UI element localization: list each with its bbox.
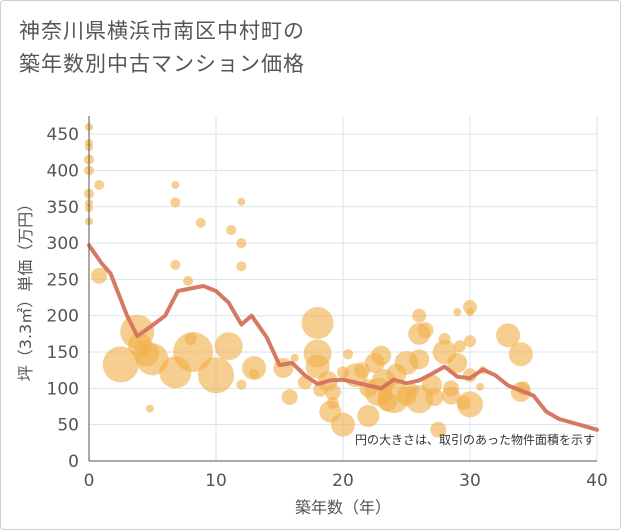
data-bubble	[508, 342, 533, 367]
y-tick-label: 150	[47, 343, 79, 363]
y-tick-label: 450	[47, 125, 79, 145]
y-tick-label: 300	[47, 234, 79, 254]
data-bubble	[324, 384, 341, 400]
data-bubble	[409, 349, 430, 370]
x-tick-label: 10	[205, 471, 227, 491]
data-bubble	[496, 323, 521, 348]
bubble-series	[84, 122, 533, 438]
y-tick-label: 400	[47, 161, 79, 181]
y-tick-label: 50	[57, 416, 79, 436]
data-bubble	[476, 382, 485, 391]
data-bubble	[171, 181, 180, 189]
data-bubble	[173, 332, 214, 373]
data-bubble	[91, 267, 108, 284]
data-bubble	[466, 308, 474, 317]
x-axis-label: 築年数（年）	[295, 498, 391, 517]
data-bubble	[453, 308, 462, 317]
data-bubble	[457, 391, 483, 418]
data-bubble	[453, 340, 466, 353]
size-annotation: 円の大きさは、取引のあった物件面積を示す	[355, 432, 595, 447]
data-bubble	[464, 335, 476, 348]
y-axis-label: 坪（3.3㎡）単価（万円）	[16, 196, 35, 381]
data-bubble	[425, 388, 444, 407]
data-bubble	[412, 308, 427, 323]
data-bubble	[430, 421, 447, 438]
y-tick-label: 200	[47, 307, 79, 327]
grid-lines	[88, 116, 598, 462]
y-tick-label: 100	[47, 379, 79, 399]
chart-title: 神奈川県横浜市南区中村町の 築年数別中古マンション価格	[19, 15, 305, 81]
data-bubble	[214, 332, 243, 361]
data-bubble	[281, 389, 298, 406]
y-tick-label: 350	[47, 198, 79, 218]
data-bubble	[357, 404, 380, 427]
chart-title-line1: 神奈川県横浜市南区中村町の	[19, 19, 305, 43]
average-line-series	[87, 243, 599, 432]
data-bubble	[331, 412, 355, 437]
data-bubble	[102, 346, 139, 383]
data-bubble	[237, 197, 246, 206]
data-bubble	[170, 197, 181, 208]
axes: 0 50 100 150 200 250 300 350 400 450 0 10 20 30 40	[47, 116, 608, 491]
data-bubble	[442, 380, 459, 397]
data-bubble	[236, 261, 247, 272]
data-bubble	[198, 357, 234, 394]
chart-title-line2: 築年数別中古マンション価格	[19, 52, 305, 76]
data-bubble	[447, 352, 468, 373]
x-tick-label: 0	[84, 471, 95, 491]
data-bubble	[343, 349, 354, 360]
data-bubble	[226, 225, 237, 236]
data-bubble	[326, 396, 339, 409]
data-bubble	[371, 345, 392, 366]
x-tick-label: 30	[459, 471, 481, 491]
data-bubble	[94, 180, 105, 190]
y-tick-label: 0	[68, 452, 79, 472]
data-bubble	[170, 259, 181, 270]
data-bubble	[290, 353, 299, 362]
data-bubble	[195, 217, 206, 228]
data-bubble	[145, 404, 154, 413]
average-price-line	[87, 243, 599, 432]
data-bubble	[183, 275, 194, 286]
data-bubble	[301, 307, 334, 339]
x-tick-label: 40	[586, 471, 608, 491]
data-bubble	[236, 238, 247, 249]
data-bubble	[417, 322, 434, 339]
y-tick-label: 250	[47, 270, 79, 290]
x-tick-label: 20	[332, 471, 354, 491]
data-bubble	[242, 356, 267, 381]
data-bubble	[236, 379, 247, 390]
